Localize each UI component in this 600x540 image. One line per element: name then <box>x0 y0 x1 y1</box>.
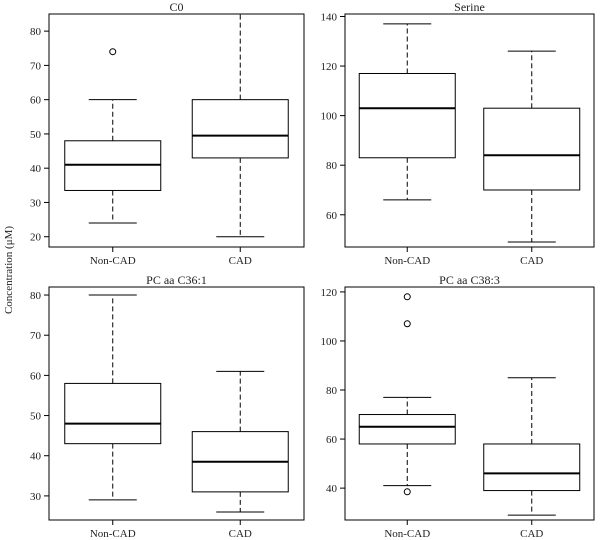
y-tick-label: 120 <box>321 287 338 299</box>
y-tick-label: 120 <box>321 61 338 73</box>
y-tick-label: 80 <box>30 26 42 38</box>
y-tick-label: 100 <box>321 111 338 123</box>
y-tick-label: 80 <box>326 385 338 397</box>
panel-title: C0 <box>169 0 183 14</box>
x-tick-label: CAD <box>520 528 543 540</box>
y-tick-label: 20 <box>30 232 42 244</box>
plot-frame <box>344 286 595 521</box>
box-cad <box>191 370 289 513</box>
y-tick-label: 70 <box>30 60 42 72</box>
y-tick-label: 40 <box>30 451 42 463</box>
iqr-box <box>64 382 162 445</box>
panel-1: C0 20 30 40 50 60 70 80 Non-CAD CAD <box>30 0 305 267</box>
y-tick-label: 40 <box>326 483 338 495</box>
y-tick-label: 70 <box>30 330 42 342</box>
panel-title: PC aa C36:1 <box>146 273 207 287</box>
panel-2: Serine 60 80 100 120 140 Non-CAD CAD <box>321 0 595 267</box>
box-non-cad <box>64 294 162 501</box>
y-tick-label: 30 <box>30 197 42 209</box>
panel-title: Serine <box>454 0 485 14</box>
y-tick-label: 60 <box>326 210 338 222</box>
panel-4: PC aa C38:3 40 60 80 100 120 Non-CAD CAD <box>321 273 595 540</box>
x-tick-label: Non-CAD <box>90 528 136 540</box>
box-non-cad <box>358 293 456 496</box>
x-tick-label: CAD <box>229 528 252 540</box>
iqr-box <box>358 72 456 159</box>
y-tick-label: 50 <box>30 129 42 141</box>
y-tick-label: 60 <box>30 95 42 107</box>
iqr-box <box>483 443 581 492</box>
panel-3: PC aa C36:1 30 40 50 60 70 80 Non-CAD CAD <box>30 273 305 540</box>
box-cad <box>483 50 581 243</box>
y-tick-label: 50 <box>30 411 42 423</box>
outlier-point <box>109 48 117 56</box>
y-tick-label: 40 <box>30 163 42 175</box>
x-tick-label: CAD <box>229 255 252 267</box>
outlier-point <box>403 293 411 301</box>
x-tick-label: Non-CAD <box>90 255 136 267</box>
plot-frame <box>48 13 305 248</box>
box-non-cad <box>64 48 162 224</box>
box-cad <box>483 377 581 516</box>
box-cad <box>191 13 289 238</box>
y-tick-label: 140 <box>321 11 338 23</box>
iqr-box <box>358 414 456 445</box>
y-tick-label: 80 <box>326 160 338 172</box>
y-tick-label: 100 <box>321 336 338 348</box>
box-non-cad <box>358 23 456 201</box>
x-tick-label: CAD <box>520 255 543 267</box>
iqr-box <box>191 99 289 159</box>
x-tick-label: Non-CAD <box>384 255 430 267</box>
y-tick-label: 60 <box>326 434 338 446</box>
iqr-box <box>483 107 581 191</box>
y-tick-label: 60 <box>30 370 42 382</box>
outlier-point <box>403 320 411 328</box>
y-tick-label: 80 <box>30 290 42 302</box>
plot-frame <box>344 13 595 248</box>
y-axis-label: Concentration (μM) <box>3 226 15 314</box>
chart-panels: C0 20 30 40 50 60 70 80 Non-CAD CAD Serine 60 80 100 1… <box>30 0 595 540</box>
y-tick-label: 30 <box>30 491 42 503</box>
panel-title: PC aa C38:3 <box>439 273 500 287</box>
plot-frame <box>48 286 305 521</box>
x-tick-label: Non-CAD <box>384 528 430 540</box>
outlier-point <box>403 488 411 496</box>
